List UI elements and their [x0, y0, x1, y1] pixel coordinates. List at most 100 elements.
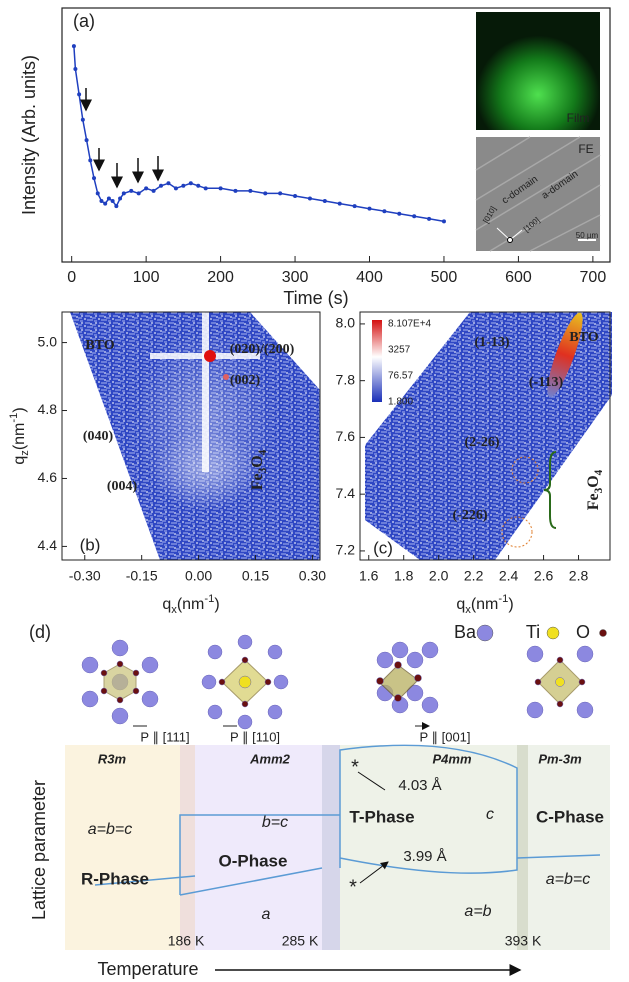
data-point	[114, 204, 119, 209]
x-tick-label: 2.8	[569, 568, 589, 584]
y-tick-label: 4.8	[38, 401, 58, 417]
phase-label: O-Phase	[219, 851, 288, 870]
film-label-part: O	[585, 475, 602, 487]
atom	[267, 704, 283, 720]
atom	[526, 701, 544, 719]
peak-label: (2-26)	[465, 435, 500, 450]
atom	[218, 678, 226, 686]
film-label: Fe3O4	[585, 469, 605, 510]
marker: *	[351, 756, 359, 778]
film-label: Fe3O4	[249, 449, 269, 490]
y-axis-label-part: (nm	[11, 423, 28, 451]
data-point	[203, 186, 208, 191]
data-point	[106, 196, 111, 201]
o-bottom	[179, 867, 323, 896]
space-group: Pm-3m	[538, 751, 582, 766]
streak	[202, 312, 209, 472]
o-top	[179, 814, 340, 895]
atom	[578, 678, 586, 686]
data-point	[95, 191, 100, 196]
inset-film	[476, 12, 600, 130]
atom	[207, 704, 223, 720]
r-region	[65, 745, 180, 950]
atom	[394, 694, 402, 702]
streak	[547, 312, 583, 398]
atom	[132, 669, 140, 677]
x-axis-label: qx(nm-1)	[162, 593, 219, 616]
x-axis-label-part: x	[465, 604, 471, 616]
film-label-part: 4	[593, 469, 605, 475]
y-axis-label-part: )	[11, 407, 28, 412]
atom	[556, 656, 564, 664]
x-axis-label: Temperature	[97, 959, 198, 979]
data-point	[173, 186, 178, 191]
data-point	[382, 209, 387, 214]
parameter-label: b=c	[262, 814, 288, 831]
parameter-label: a	[262, 906, 271, 923]
c-region	[528, 745, 610, 950]
atom	[273, 674, 289, 690]
peak	[204, 350, 216, 362]
data-point	[337, 201, 342, 206]
data-point	[159, 183, 164, 188]
peak-label: (004)	[107, 479, 138, 494]
peak-label: BTO	[569, 330, 598, 345]
x-axis-label-part: -1	[498, 593, 508, 605]
panel-label: (a)	[73, 11, 95, 31]
y-axis-label: qz(nm-1)	[8, 407, 31, 464]
brace	[543, 451, 557, 529]
temperature: 186 K	[168, 933, 205, 949]
x-tick-label: 2.6	[534, 568, 554, 584]
data-point	[233, 188, 238, 193]
data-point	[293, 193, 298, 198]
peak-label: (1-13)	[475, 335, 510, 350]
polarization-label: P ∥ [111]	[140, 729, 189, 744]
panel-label: (c)	[373, 538, 393, 557]
x-tick-label: 2.4	[499, 568, 519, 584]
polarization-label: P ∥ [001]	[419, 729, 470, 744]
atom	[555, 677, 565, 687]
x-tick-label: -0.30	[69, 568, 101, 584]
atom	[116, 660, 124, 668]
inset-label: Film	[567, 111, 590, 125]
data-point	[166, 181, 171, 186]
y-tick-label: 7.4	[336, 485, 356, 501]
colorbar-label: 76.57	[388, 371, 413, 382]
x-tick-label: 700	[580, 269, 607, 286]
colorbar	[372, 320, 382, 402]
inset-text: 50 µm	[576, 231, 599, 240]
atom	[534, 678, 542, 686]
x-axis-label-part: (nm	[471, 596, 499, 613]
x-axis-label-part: )	[508, 596, 513, 613]
atom	[376, 677, 384, 685]
o-region	[195, 745, 322, 950]
atom	[237, 714, 253, 730]
r-line	[94, 875, 196, 886]
data-point	[99, 199, 104, 204]
data-point	[278, 191, 283, 196]
peak-label: (-113)	[529, 375, 564, 390]
marker: *	[349, 876, 357, 898]
polarization-label: P ∥ [110]	[230, 729, 280, 744]
atom	[576, 645, 594, 663]
x-tick-label: 0.30	[299, 568, 326, 584]
atom	[237, 634, 253, 650]
data-point	[151, 188, 156, 193]
intensity-line	[73, 46, 445, 223]
domain-lines	[475, 136, 601, 252]
data-point	[188, 181, 193, 186]
colorbar-label: 8.107E+4	[388, 319, 432, 330]
colorbar-label: 1.800	[388, 397, 413, 408]
peak-label: (020)/(200)	[230, 342, 295, 357]
atom	[267, 644, 283, 660]
atom	[556, 700, 564, 708]
atom	[111, 639, 129, 657]
data-point	[412, 214, 417, 219]
y-tick-label: 5.0	[38, 333, 58, 349]
y-axis-label-part: -1	[8, 413, 20, 423]
legend-label: Ti	[526, 622, 540, 642]
film-label-part: 3	[257, 467, 269, 473]
x-axis-label: qx(nm-1)	[456, 593, 513, 616]
x-axis-label-part: q	[456, 596, 465, 613]
data-point	[118, 196, 123, 201]
